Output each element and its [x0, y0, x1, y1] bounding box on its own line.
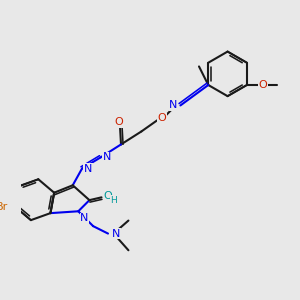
Text: O: O — [258, 80, 267, 90]
Text: N: N — [169, 100, 178, 110]
Text: O: O — [103, 191, 112, 201]
Text: N: N — [80, 213, 88, 223]
Text: N: N — [102, 152, 111, 162]
Text: N: N — [84, 164, 92, 174]
Text: O: O — [115, 117, 124, 127]
Text: O: O — [158, 113, 166, 123]
Text: H: H — [110, 196, 117, 205]
Text: Br: Br — [0, 202, 8, 212]
Text: N: N — [112, 229, 120, 238]
